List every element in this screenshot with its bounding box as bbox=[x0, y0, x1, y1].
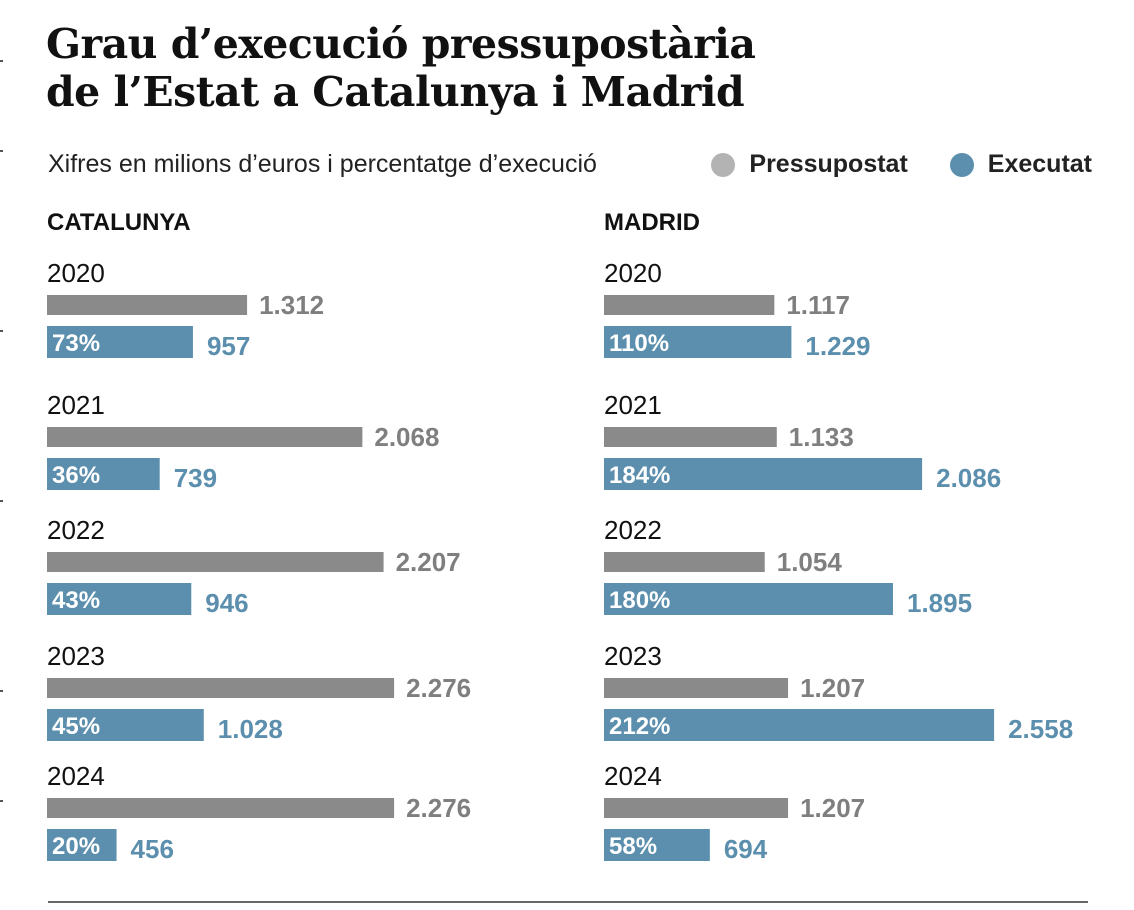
budget-bar bbox=[604, 552, 765, 572]
executed-percent-label: 45% bbox=[52, 713, 100, 740]
executed-value-label: 1.028 bbox=[218, 714, 283, 744]
edge-mark bbox=[0, 330, 3, 332]
executed-percent-label: 73% bbox=[52, 330, 100, 357]
budget-value-label: 1.312 bbox=[259, 290, 324, 320]
budget-bar bbox=[47, 798, 395, 818]
budget-bar bbox=[47, 678, 395, 698]
legend-dot-executed bbox=[949, 152, 974, 177]
executed-bar bbox=[604, 583, 893, 615]
legend-dot-budget bbox=[711, 152, 736, 177]
executed-value-label: 456 bbox=[131, 834, 174, 864]
budget-value-label: 1.207 bbox=[800, 793, 865, 823]
executed-value-label: 694 bbox=[724, 834, 768, 864]
legend-label-budget: Pressupostat bbox=[749, 150, 908, 178]
executed-percent-label: 180% bbox=[609, 587, 670, 614]
year-label: 2021 bbox=[47, 390, 105, 420]
executed-bar bbox=[604, 709, 995, 741]
edge-mark bbox=[0, 60, 3, 62]
executed-percent-label: 43% bbox=[52, 587, 100, 614]
year-label: 2020 bbox=[47, 258, 105, 288]
executed-percent-label: 184% bbox=[609, 462, 670, 489]
executed-value-label: 2.086 bbox=[936, 463, 1001, 493]
legend-item-budget: Pressupostat bbox=[711, 150, 908, 179]
executed-value-label: 1.895 bbox=[907, 588, 972, 618]
chart-title-line-1: Grau d’execució pressupostària bbox=[46, 20, 756, 68]
executed-bar bbox=[47, 583, 192, 615]
executed-bar bbox=[47, 709, 204, 741]
budget-value-label: 2.068 bbox=[374, 422, 439, 452]
executed-value-label: 739 bbox=[174, 463, 217, 493]
legend-item-executed: Executat bbox=[949, 150, 1092, 179]
year-label: 2023 bbox=[47, 641, 105, 671]
executed-value-label: 946 bbox=[205, 588, 248, 618]
edge-mark bbox=[0, 500, 3, 502]
budget-bar bbox=[47, 427, 363, 447]
budget-bar bbox=[604, 295, 775, 315]
year-label: 2024 bbox=[47, 761, 105, 791]
executed-value-label: 1.229 bbox=[805, 331, 870, 361]
legend-label-executed: Executat bbox=[987, 150, 1092, 178]
year-label: 2022 bbox=[604, 515, 662, 545]
budget-bar bbox=[604, 427, 777, 447]
chart-subtitle: Xifres en milions d’euros i percentatge … bbox=[48, 150, 597, 178]
budget-value-label: 1.117 bbox=[786, 290, 850, 320]
executed-bar bbox=[47, 829, 117, 861]
budget-value-label: 2.276 bbox=[406, 673, 471, 703]
edge-mark bbox=[0, 150, 3, 152]
chart-title: Grau d’execució pressupostària de l’Esta… bbox=[46, 20, 756, 116]
panel-title-madrid: MADRID bbox=[604, 209, 700, 236]
executed-percent-label: 212% bbox=[609, 713, 670, 740]
budget-value-label: 2.276 bbox=[406, 793, 471, 823]
executed-percent-label: 20% bbox=[52, 833, 100, 860]
edge-mark bbox=[0, 690, 3, 692]
executed-bar bbox=[604, 326, 792, 358]
budget-value-label: 2.207 bbox=[396, 547, 461, 577]
year-label: 2020 bbox=[604, 258, 662, 288]
budget-value-label: 1.133 bbox=[789, 422, 854, 452]
budget-bar bbox=[604, 678, 789, 698]
edge-mark bbox=[0, 800, 3, 802]
executed-percent-label: 110% bbox=[609, 330, 669, 357]
executed-bar bbox=[604, 829, 710, 861]
year-label: 2023 bbox=[604, 641, 662, 671]
bottom-divider bbox=[48, 901, 1088, 903]
year-label: 2024 bbox=[604, 761, 662, 791]
executed-bar bbox=[47, 458, 160, 490]
executed-bar bbox=[604, 458, 923, 490]
budget-bar bbox=[604, 798, 789, 818]
budget-value-label: 1.054 bbox=[777, 547, 843, 577]
year-label: 2022 bbox=[47, 515, 105, 545]
executed-value-label: 2.558 bbox=[1008, 714, 1073, 744]
executed-percent-label: 36% bbox=[52, 462, 100, 489]
executed-value-label: 957 bbox=[207, 331, 250, 361]
budget-value-label: 1.207 bbox=[800, 673, 865, 703]
budget-bar bbox=[47, 552, 384, 572]
executed-bar bbox=[47, 326, 193, 358]
budget-bar bbox=[47, 295, 248, 315]
year-label: 2021 bbox=[604, 390, 662, 420]
legend: Pressupostat Executat bbox=[669, 150, 1092, 179]
executed-percent-label: 58% bbox=[609, 833, 657, 860]
chart-title-line-2: de l’Estat a Catalunya i Madrid bbox=[46, 68, 745, 116]
panel-title-catalunya: CATALUNYA bbox=[47, 209, 191, 236]
